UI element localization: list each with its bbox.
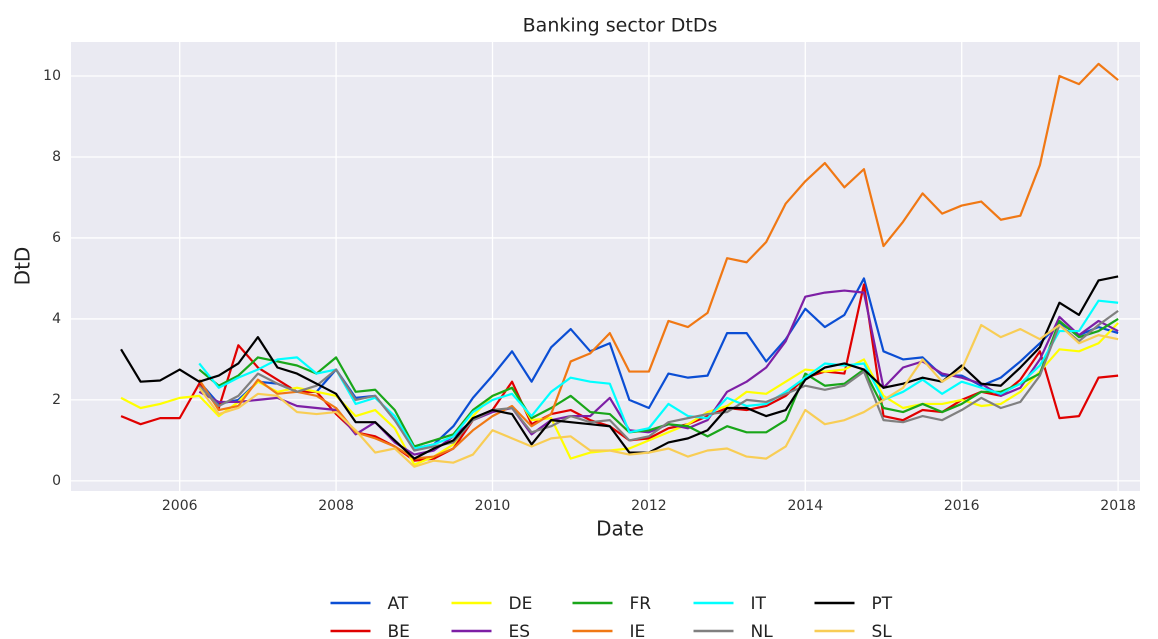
legend-label: ES (509, 622, 531, 639)
x-tick-label: 2008 (318, 498, 354, 514)
legend-label: DE (509, 594, 533, 614)
x-tick-label: 2006 (162, 498, 198, 514)
x-tick-label: 2014 (787, 498, 823, 514)
legend-label: IT (751, 594, 767, 614)
y-axis-label: DtD (11, 247, 35, 286)
x-tick-label: 2016 (944, 498, 980, 514)
series-line (198, 299, 1119, 450)
series-line (120, 283, 1119, 462)
legend: AT BE DE ES FR IE IT NL PT SL (330, 594, 893, 639)
x-tick-label: 2018 (1100, 498, 1136, 514)
y-tick-label: 6 (52, 230, 61, 246)
y-tick-label: 8 (52, 149, 61, 165)
chart-title: Banking sector DtDs (523, 15, 718, 37)
y-tick-label: 0 (52, 473, 61, 489)
x-tick-label: 2012 (631, 498, 667, 514)
series-line (198, 323, 1119, 468)
series-line (198, 317, 1119, 448)
legend-label: PT (872, 594, 893, 614)
y-tick-label: 2 (52, 392, 61, 408)
legend-label: IE (630, 622, 646, 639)
y-tick-label: 4 (52, 311, 61, 327)
x-axis-label: Date (596, 517, 644, 541)
lines (120, 62, 1119, 468)
legend-label: SL (872, 622, 893, 639)
grid (71, 42, 1140, 491)
series-line (120, 275, 1119, 460)
legend-label: NL (751, 622, 774, 639)
x-tick-label: 2010 (475, 498, 511, 514)
legend-label: BE (388, 622, 410, 639)
legend-label: AT (388, 594, 409, 614)
legend-label: FR (630, 594, 652, 614)
y-tick-label: 10 (43, 68, 61, 84)
plot-area (71, 42, 1140, 491)
series-line (198, 309, 1119, 452)
series-line (120, 322, 1119, 466)
